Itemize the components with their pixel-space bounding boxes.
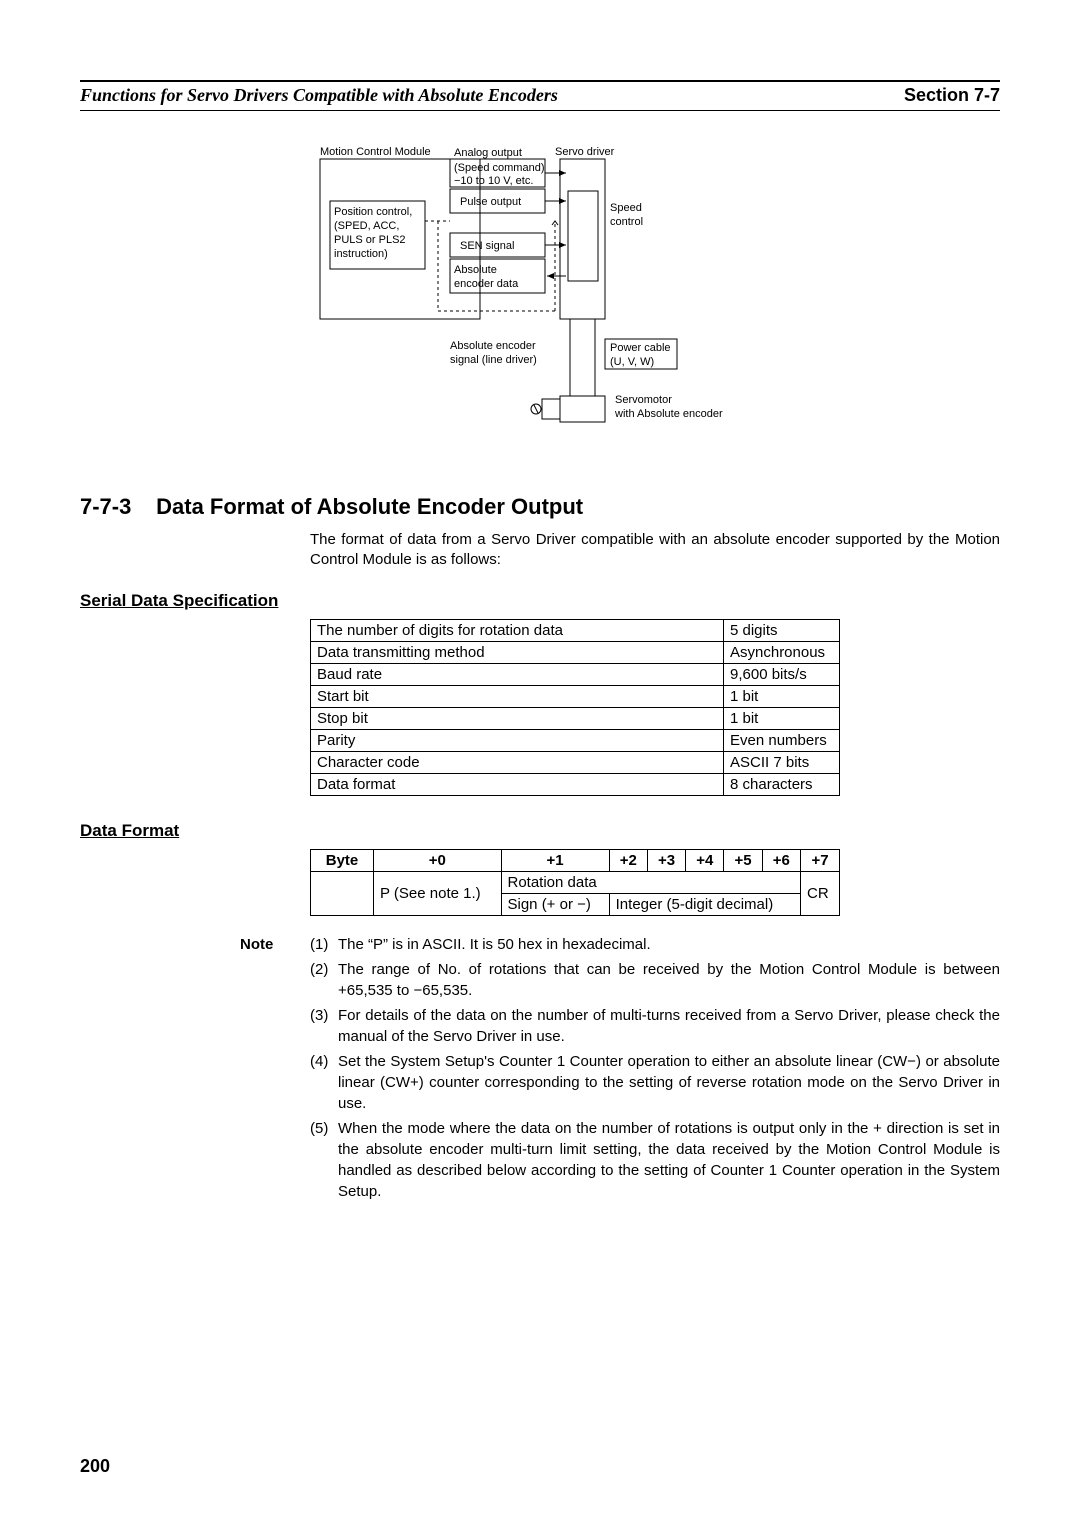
df-cr: CR — [801, 871, 840, 915]
table-row: Start bit1 bit — [311, 685, 840, 707]
spec-key: Baud rate — [311, 663, 724, 685]
table-row: Baud rate9,600 bits/s — [311, 663, 840, 685]
df-col-header: +0 — [374, 849, 502, 871]
data-format-heading: Data Format — [80, 821, 1000, 841]
diag-power1: Power cable — [610, 342, 671, 354]
spec-value: ASCII 7 bits — [724, 751, 840, 773]
spec-value: Asynchronous — [724, 641, 840, 663]
data-format-table: Byte+0+1+2+3+4+5+6+7 P (See note 1.) Rot… — [310, 849, 840, 916]
df-col-header: Byte — [311, 849, 374, 871]
diag-pos2: (SPED, ACC, — [334, 220, 399, 232]
table-row: Data format8 characters — [311, 773, 840, 795]
spec-value: 9,600 bits/s — [724, 663, 840, 685]
table-row: Data transmitting methodAsynchronous — [311, 641, 840, 663]
diag-pos4: instruction) — [334, 248, 388, 260]
spec-key: Character code — [311, 751, 724, 773]
diag-abs-sig2: signal (line driver) — [450, 354, 537, 366]
diag-servo-driver: Servo driver — [555, 146, 615, 158]
note-text: The “P” is in ASCII. It is 50 hex in hex… — [338, 934, 1000, 955]
spec-value: 1 bit — [724, 707, 840, 729]
diag-abs2: encoder data — [454, 278, 519, 290]
diag-power2: (U, V, W) — [610, 356, 654, 368]
note-item: (1)The “P” is in ASCII. It is 50 hex in … — [310, 934, 1000, 955]
note-text: For details of the data on the number of… — [338, 1005, 1000, 1047]
note-number: (5) — [310, 1118, 338, 1202]
page-number: 200 — [80, 1456, 110, 1477]
diag-abs1: Absolute — [454, 264, 497, 276]
table-row: Character codeASCII 7 bits — [311, 751, 840, 773]
diag-speedctl1: Speed — [610, 202, 642, 214]
note-number: (4) — [310, 1051, 338, 1114]
df-col-header: +1 — [501, 849, 609, 871]
diag-pulse: Pulse output — [460, 196, 521, 208]
note-item: (4)Set the System Setup's Counter 1 Coun… — [310, 1051, 1000, 1114]
spec-key: Stop bit — [311, 707, 724, 729]
note-item: (5)When the mode where the data on the n… — [310, 1118, 1000, 1202]
spec-value: 5 digits — [724, 619, 840, 641]
df-p-see: P (See note 1.) — [374, 871, 502, 915]
df-col-header: +2 — [609, 849, 647, 871]
spec-key: Data transmitting method — [311, 641, 724, 663]
table-row: ParityEven numbers — [311, 729, 840, 751]
section-title: Data Format of Absolute Encoder Output — [156, 494, 583, 519]
note-text: When the mode where the data on the numb… — [338, 1118, 1000, 1202]
df-rotation: Rotation data — [501, 871, 801, 893]
header-section: Section 7-7 — [904, 85, 1000, 106]
spec-value: Even numbers — [724, 729, 840, 751]
note-item: (3)For details of the data on the number… — [310, 1005, 1000, 1047]
block-diagram: Motion Control Module Position control, … — [310, 141, 1000, 464]
spec-key: Parity — [311, 729, 724, 751]
note-number: (3) — [310, 1005, 338, 1047]
df-col-header: +6 — [762, 849, 800, 871]
diag-servomotor1: Servomotor — [615, 394, 672, 406]
note-items: (1)The “P” is in ASCII. It is 50 hex in … — [310, 934, 1000, 1206]
table-row: Stop bit1 bit — [311, 707, 840, 729]
diag-speedctl2: control — [610, 216, 643, 228]
note-item: (2)The range of No. of rotations that ca… — [310, 959, 1000, 1001]
note-number: (1) — [310, 934, 338, 955]
spec-key: Data format — [311, 773, 724, 795]
df-col-header: +4 — [686, 849, 724, 871]
spec-value: 8 characters — [724, 773, 840, 795]
diag-pos1: Position control, — [334, 206, 412, 218]
df-col-header: +3 — [647, 849, 685, 871]
serial-spec-table: The number of digits for rotation data5 … — [310, 619, 840, 796]
section-intro: The format of data from a Servo Driver c… — [310, 530, 1000, 571]
header-title: Functions for Servo Drivers Compatible w… — [80, 85, 558, 106]
spec-key: The number of digits for rotation data — [311, 619, 724, 641]
section-number: 7-7-3 — [80, 494, 150, 520]
diag-pos3: PULS or PLS2 — [334, 234, 406, 246]
serial-spec-heading: Serial Data Specification — [80, 591, 1000, 611]
spec-value: 1 bit — [724, 685, 840, 707]
diag-sen: SEN signal — [460, 240, 514, 252]
diag-abs-sig1: Absolute encoder — [450, 340, 536, 352]
diag-voltrange: −10 to 10 V, etc. — [454, 175, 533, 187]
diag-motion-label: Motion Control Module — [320, 146, 431, 158]
note-text: Set the System Setup's Counter 1 Counter… — [338, 1051, 1000, 1114]
note-text: The range of No. of rotations that can b… — [338, 959, 1000, 1001]
diag-servomotor2: with Absolute encoder — [614, 408, 723, 420]
diag-analog: Analog output — [454, 147, 522, 159]
diag-speedcmd: (Speed command) — [454, 162, 545, 174]
section-heading: 7-7-3 Data Format of Absolute Encoder Ou… — [80, 494, 1000, 520]
df-col-header: +7 — [801, 849, 840, 871]
page-header: Functions for Servo Drivers Compatible w… — [80, 80, 1000, 111]
df-col-header: +5 — [724, 849, 762, 871]
table-row: The number of digits for rotation data5 … — [311, 619, 840, 641]
spec-key: Start bit — [311, 685, 724, 707]
df-sign: Sign (+ or −) — [501, 893, 609, 915]
note-label: Note — [240, 934, 310, 1206]
df-integer: Integer (5-digit decimal) — [609, 893, 800, 915]
note-number: (2) — [310, 959, 338, 1001]
